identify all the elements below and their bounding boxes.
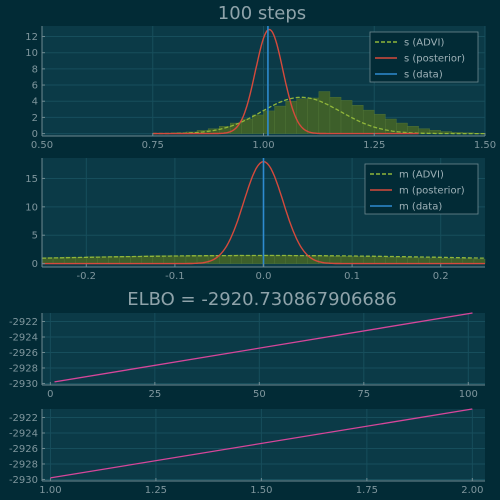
m-histogram-bar bbox=[429, 257, 441, 264]
m-histogram-bar bbox=[185, 255, 198, 264]
m-x-tick-label: 0.1 bbox=[344, 271, 360, 282]
m-histogram-bar bbox=[174, 255, 187, 264]
s-y-tick-label: 8 bbox=[32, 64, 38, 75]
m-histogram-bar bbox=[329, 256, 342, 264]
m-y-tick-label: 10 bbox=[25, 202, 38, 213]
m-histogram-bar bbox=[263, 254, 275, 264]
elbo_scale-y-tick-label: -2922 bbox=[9, 413, 38, 424]
m-histogram-bar bbox=[218, 255, 231, 264]
m-x-tick-label: 0.2 bbox=[433, 271, 449, 282]
s-y-tick-label: 0 bbox=[32, 129, 38, 140]
m-histogram-bar bbox=[407, 257, 419, 264]
m-histogram-bar bbox=[274, 255, 286, 264]
elbo-scale-panel: 1.00 1.25 1.50 1.75 2.00 -2922 -2924 -2926 -2928… bbox=[9, 408, 485, 496]
elbo_steps-x-tick-label: 50 bbox=[253, 389, 266, 400]
elbo-title: ELBO = -2920.730867906686 bbox=[127, 289, 397, 310]
m-advi-density-line bbox=[41, 254, 486, 259]
m-x-tick-label: 0.0 bbox=[256, 271, 272, 282]
m-y-tick-label: 5 bbox=[32, 231, 38, 242]
m-histogram-bar bbox=[340, 256, 353, 264]
elbo_scale-x-tick-label: 2.00 bbox=[461, 485, 483, 496]
m-histogram-bar bbox=[451, 258, 464, 264]
elbo_scale-y-tick-label: -2930 bbox=[9, 475, 38, 486]
elbo_scale-x-tick-label: 1.50 bbox=[250, 485, 272, 496]
s-histogram-bar bbox=[307, 97, 320, 134]
s-histogram-bar bbox=[340, 100, 353, 134]
m-histogram-bar bbox=[396, 257, 408, 264]
elbo_steps-x-tick-label: 25 bbox=[148, 389, 161, 400]
elbo_steps-x-tick-label: 0 bbox=[47, 389, 53, 400]
s-histogram-bar bbox=[329, 96, 342, 134]
s-y-tick-label: 4 bbox=[32, 97, 38, 108]
m-histogram-bar bbox=[252, 255, 264, 264]
m-histogram-bar bbox=[351, 256, 364, 264]
s-y-tick-label: 2 bbox=[32, 113, 38, 124]
m-histogram-bar bbox=[296, 255, 309, 264]
m-legend-label: m (ADVI) bbox=[399, 170, 444, 181]
s-histogram-bar bbox=[362, 109, 375, 134]
m-histogram-bar bbox=[374, 256, 386, 264]
s-x-tick-label: 1.00 bbox=[252, 140, 274, 151]
elbo_scale-x-tick-label: 1.00 bbox=[39, 485, 61, 496]
s-y-tick-label: 6 bbox=[32, 81, 38, 92]
s-histogram-bar bbox=[374, 113, 386, 134]
m-y-tick-label: 15 bbox=[25, 174, 38, 185]
elbo_steps-elbo-line bbox=[54, 312, 473, 383]
s-legend-label: s (data) bbox=[404, 70, 443, 81]
m-histogram-bar bbox=[440, 258, 452, 264]
m-x-tick-label: -0.1 bbox=[165, 271, 185, 282]
m-density-panel: -0.2 -0.1 0.0 0.1 0.2 0 5 10 15 m (ADVI) m (poster… bbox=[25, 158, 486, 282]
elbo_steps-x-tick-label: 100 bbox=[459, 389, 478, 400]
s-x-tick-label: 0.75 bbox=[142, 140, 164, 151]
s-x-tick-label: 1.25 bbox=[363, 140, 385, 151]
m-histogram-bar bbox=[285, 255, 297, 264]
m-histogram-bar bbox=[230, 254, 242, 264]
s-x-tick-label: 1.50 bbox=[474, 140, 496, 151]
s-y-tick-label: 10 bbox=[25, 48, 38, 59]
m-x-tick-label: -0.2 bbox=[77, 271, 97, 282]
elbo_steps-plot-area bbox=[42, 313, 485, 385]
m-histogram-bar bbox=[385, 256, 397, 264]
m-y-tick-label: 0 bbox=[32, 259, 38, 270]
s-histogram-bar bbox=[351, 105, 364, 134]
elbo_scale-y-tick-label: -2928 bbox=[9, 459, 38, 470]
elbo_scale-plot-area bbox=[42, 409, 485, 481]
m-histogram-bar bbox=[362, 256, 375, 264]
m-histogram-bar bbox=[462, 258, 475, 264]
elbo_scale-x-tick-label: 1.25 bbox=[145, 485, 167, 496]
m-histogram-bar bbox=[418, 257, 430, 264]
elbo_scale-x-tick-label: 1.75 bbox=[356, 485, 378, 496]
s-histogram-bar bbox=[252, 114, 264, 134]
m-histogram-bar bbox=[141, 255, 153, 264]
s-histogram-bar bbox=[263, 110, 275, 134]
elbo_steps-y-tick-label: -2924 bbox=[9, 333, 38, 344]
s-advi-density-line bbox=[152, 96, 485, 135]
steps-title: 100 steps bbox=[218, 3, 306, 24]
elbo-steps-panel: 0 25 50 75 100 -2922 -2924 -2926 -2928 -2930 bbox=[9, 312, 485, 400]
m-histogram-bar bbox=[75, 257, 87, 264]
elbo_steps-y-tick-label: -2930 bbox=[9, 379, 38, 390]
m-histogram-bar bbox=[108, 256, 120, 264]
elbo_steps-y-tick-label: -2926 bbox=[9, 348, 38, 359]
s-density-panel: 0.50 0.75 1.00 1.25 1.50 0 2 4 6 8 10 12 s (ADVI) s (… bbox=[25, 26, 496, 151]
m-legend-label: m (posterior) bbox=[399, 186, 465, 197]
m-legend-label: m (data) bbox=[399, 202, 442, 213]
s-y-tick-label: 12 bbox=[25, 32, 38, 43]
elbo_scale-y-tick-label: -2924 bbox=[9, 429, 38, 440]
s-legend-label: s (ADVI) bbox=[404, 38, 444, 49]
m-histogram-bar bbox=[163, 255, 176, 264]
s-histogram-bar bbox=[318, 91, 331, 134]
m-histogram-bar bbox=[97, 256, 109, 264]
s-histogram-bar bbox=[274, 105, 286, 134]
s-legend-label: s (posterior) bbox=[404, 54, 465, 65]
elbo_steps-y-tick-label: -2922 bbox=[9, 317, 38, 328]
m-histogram-bar bbox=[241, 255, 253, 264]
s-x-tick-label: 0.50 bbox=[31, 140, 53, 151]
elbo_steps-y-tick-label: -2928 bbox=[9, 363, 38, 374]
m-histogram-bar bbox=[130, 256, 142, 264]
elbo_scale-y-tick-label: -2926 bbox=[9, 444, 38, 455]
elbo_scale-elbo-line bbox=[50, 408, 473, 479]
elbo_steps-x-tick-label: 75 bbox=[357, 389, 370, 400]
